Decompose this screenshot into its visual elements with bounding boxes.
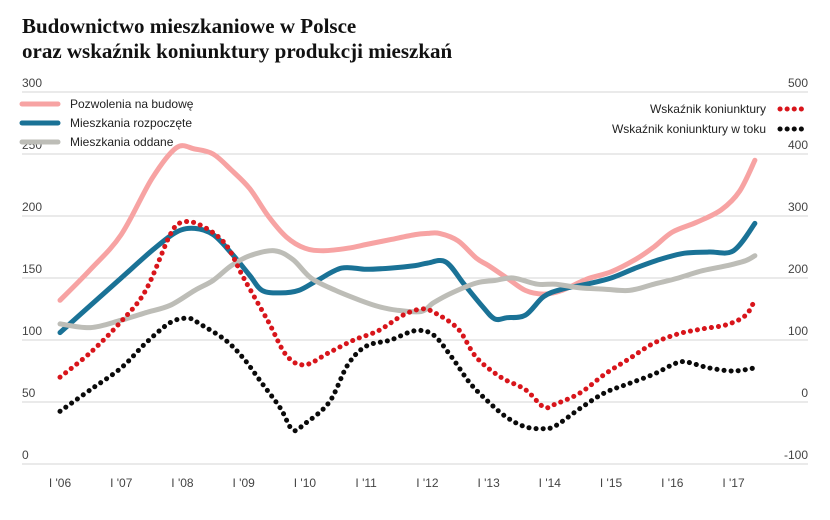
title-line-2: oraz wskaźnik koniunktury produkcji mies… [22,39,453,63]
x-tick-label: I '07 [110,476,133,490]
x-tick-label: I '16 [661,476,684,490]
left-y-tick-label: 150 [22,262,42,276]
left-y-tick-label: 100 [22,324,42,338]
left-y-tick-label: 0 [22,448,29,462]
legend-left: Pozwolenia na budowę Mieszkania rozpoczę… [19,97,194,149]
x-tick-label: I '13 [477,476,500,490]
x-tick-label: I '10 [294,476,317,490]
series-line-wskaznik-koniunktury-w-toku [57,315,758,434]
right-y-tick-label: 100 [788,324,808,338]
legend-label-wskaznik: Wskaźnik koniunktury [650,102,766,116]
right-y-tick-label: -100 [784,448,808,462]
chart-title: Budownictwo mieszkaniowe w Polsce oraz w… [22,14,452,64]
x-tick-label: I '15 [600,476,623,490]
x-tick-label: I '12 [416,476,439,490]
x-tick-label: I '17 [722,476,745,490]
x-axis: I '06 I '07 I '08 I '09 I '10 I '11 I '12 I '13… [49,476,745,490]
right-y-tick-label: 400 [788,138,808,152]
legend-right: Wskaźnik koniunktury Wskaźnik koniunktur… [612,102,809,136]
left-y-tick-label: 200 [22,200,42,214]
legend-label-rozpoczete: Mieszkania rozpoczęte [70,116,192,130]
x-tick-label: I '06 [49,476,72,490]
x-tick-label: I '11 [355,476,377,490]
series-line-pozwolenia-na-budowe [57,143,758,303]
series-lines [57,143,758,434]
right-y-axis: 500 400 300 200 100 0 -100 [784,76,808,462]
left-y-tick-label: 50 [22,386,36,400]
series-line-mieszkania-oddane [57,248,758,331]
x-tick-label: I '08 [171,476,194,490]
x-tick-label: I '14 [539,476,562,490]
x-tick-label: I '09 [233,476,256,490]
title-line-1: Budownictwo mieszkaniowe w Polsce [22,14,357,38]
right-y-tick-label: 0 [801,386,808,400]
legend-label-wskaznik-w-toku: Wskaźnik koniunktury w toku [612,122,766,136]
left-y-tick-label: 300 [22,76,42,90]
legend-label-oddane: Mieszkania oddane [70,135,174,149]
series-line-wskaznik-koniunktury [57,219,758,411]
legend-label-pozwolenia: Pozwolenia na budowę [70,97,194,111]
series-line-mieszkania-rozpoczete [57,220,758,336]
right-y-tick-label: 300 [788,200,808,214]
right-y-tick-label: 500 [788,76,808,90]
right-y-tick-label: 200 [788,262,808,276]
